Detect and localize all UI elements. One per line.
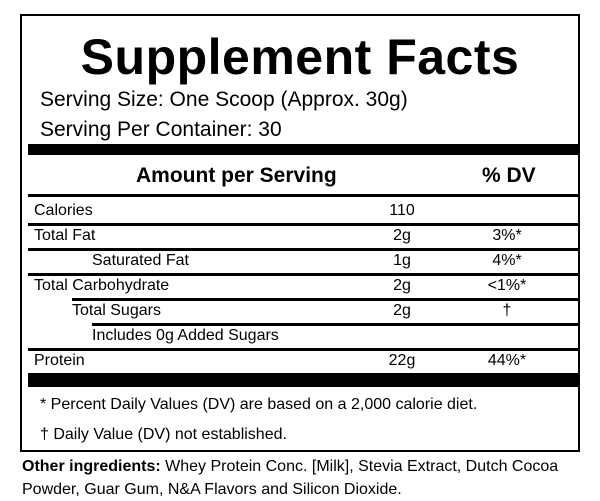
serving-size: Serving Size: One Scoop (Approx. 30g) xyxy=(40,88,408,111)
row-amount: 2g xyxy=(393,227,411,244)
row-dv: 3%* xyxy=(492,227,522,244)
row-name: Total Carbohydrate xyxy=(34,277,170,294)
row-divider xyxy=(28,223,578,226)
row-divider xyxy=(72,298,578,301)
column-header: Amount per Serving xyxy=(136,164,337,187)
divider xyxy=(28,144,578,155)
row-dv: 4%* xyxy=(492,252,522,269)
row-dv: <1%* xyxy=(487,277,527,294)
row-amount: 2g xyxy=(393,302,411,319)
facts-panel: Supplement Facts Serving Size: One Scoop… xyxy=(20,14,580,452)
row-amount: 110 xyxy=(389,202,415,219)
footnote: † Daily Value (DV) not established. xyxy=(40,426,287,443)
row-name: Calories xyxy=(34,202,93,219)
row-amount: 1g xyxy=(393,252,411,269)
row-name: Protein xyxy=(34,352,85,369)
row-name: Saturated Fat xyxy=(92,252,189,269)
servings-per-container: Serving Per Container: 30 xyxy=(40,118,282,141)
row-name: Total Fat xyxy=(34,227,96,244)
row-dv: 44%* xyxy=(487,352,527,369)
column-header: % DV xyxy=(482,164,536,187)
row-divider xyxy=(28,273,578,276)
other-ingredients-label: Other ingredients: xyxy=(22,458,161,475)
row-name: Total Sugars xyxy=(72,302,161,319)
row-divider xyxy=(28,348,578,351)
row-divider xyxy=(92,323,578,326)
divider xyxy=(28,194,578,197)
divider xyxy=(28,373,578,387)
row-amount: 2g xyxy=(393,277,411,294)
row-amount: 22g xyxy=(388,352,416,369)
row-dv: † xyxy=(502,302,512,319)
title: Supplement Facts xyxy=(80,29,520,85)
other-ingredients: Other ingredients: Whey Protein Conc. [M… xyxy=(22,455,582,501)
footnote: * Percent Daily Values (DV) are based on… xyxy=(40,396,478,413)
other-ingredients-text: Whey Protein Conc. [Milk], Stevia Extrac… xyxy=(22,458,559,498)
row-name: Includes 0g Added Sugars xyxy=(92,327,279,344)
row-divider xyxy=(28,248,578,251)
